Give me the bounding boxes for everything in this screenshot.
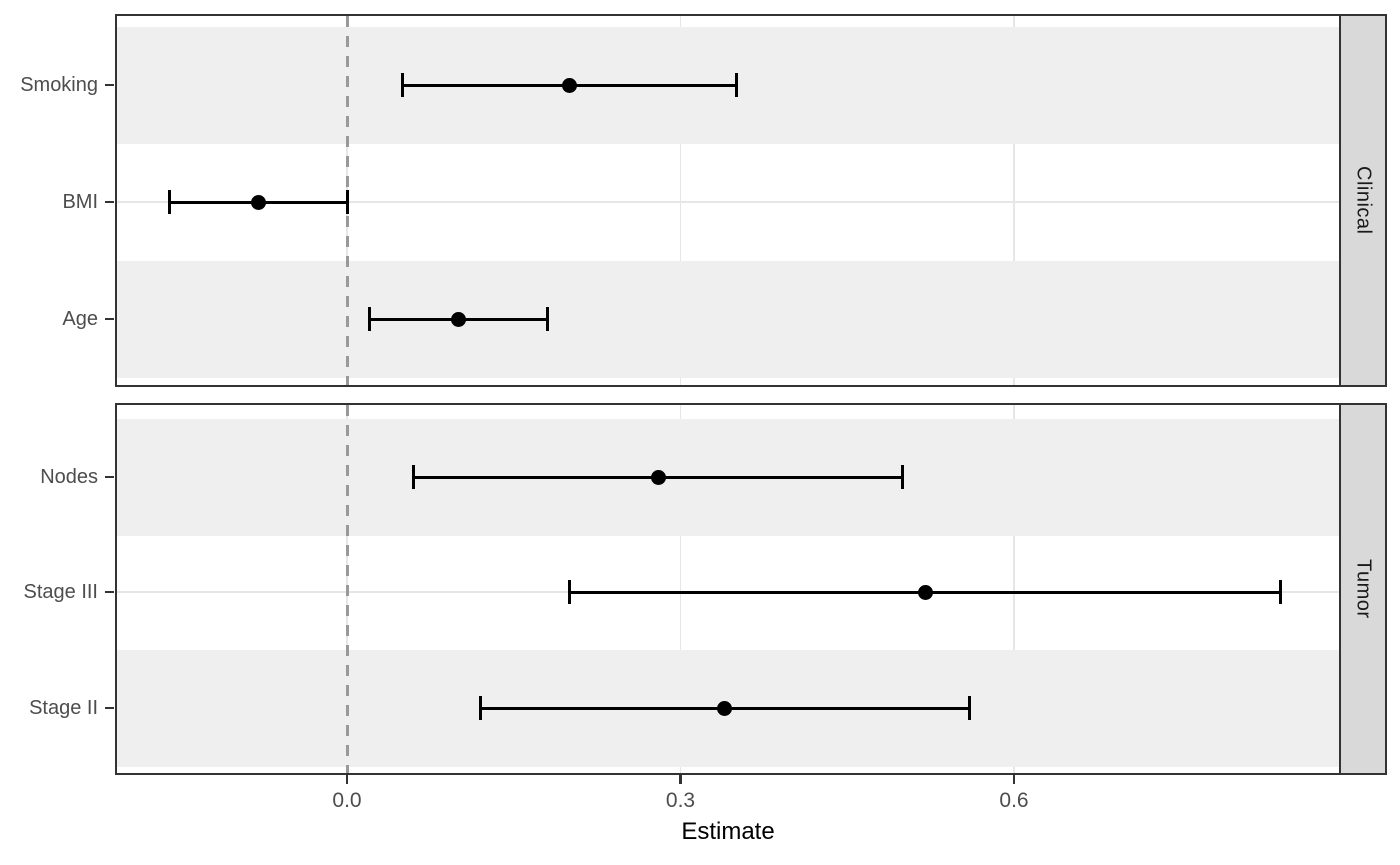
ci-cap-right <box>901 465 905 489</box>
ci-cap-left <box>367 307 371 331</box>
facet-panel-tumor <box>115 403 1341 775</box>
x-tick-label: 0.6 <box>999 789 1029 812</box>
x-tick-label: 0.3 <box>665 789 696 812</box>
gridline-x <box>679 16 682 385</box>
x-tick-label: 0.0 <box>332 789 362 812</box>
ci-cap-left <box>167 190 171 214</box>
ci-cap-left <box>567 580 571 604</box>
x-tick-mark <box>1012 775 1016 784</box>
y-tick-mark <box>105 590 114 594</box>
point-marker <box>917 584 933 600</box>
y-tick-mark <box>105 317 114 321</box>
y-axis-label: Age <box>62 308 98 330</box>
y-tick-mark <box>105 706 114 710</box>
point-marker <box>561 77 577 93</box>
ci-cap-right <box>1279 580 1283 604</box>
ci-cap-left <box>478 696 482 720</box>
y-axis-label: Nodes <box>40 466 98 488</box>
y-axis-label: Stage III <box>23 581 99 603</box>
x-tick-mark <box>345 775 349 784</box>
y-axis-label: Stage II <box>29 697 98 719</box>
facet-strip-label: Clinical <box>1352 166 1375 235</box>
ci-cap-left <box>412 465 416 489</box>
ci-cap-right <box>968 696 972 720</box>
y-tick-mark <box>105 475 114 479</box>
y-axis-label: BMI <box>62 191 98 213</box>
gridline-x <box>679 405 682 773</box>
stripe-band <box>117 260 1339 378</box>
point-marker <box>250 194 266 210</box>
ci-cap-left <box>401 73 405 97</box>
point-marker <box>717 700 733 716</box>
x-axis-title: Estimate <box>681 818 775 845</box>
y-tick-mark <box>105 200 114 204</box>
facet-strip-label: Tumor <box>1352 559 1375 619</box>
facet-panel-clinical <box>115 14 1341 387</box>
y-axis-label: Smoking <box>20 74 98 96</box>
gridline-y <box>117 201 1339 203</box>
point-marker <box>450 311 466 327</box>
facet-strip-clinical: Clinical <box>1341 14 1387 387</box>
point-marker <box>650 469 666 485</box>
y-tick-mark <box>105 83 114 87</box>
ci-cap-right <box>734 73 738 97</box>
gridline-x <box>1013 405 1015 773</box>
gridline-x <box>1013 16 1015 385</box>
ci-cap-right <box>345 190 349 214</box>
facet-strip-tumor: Tumor <box>1341 403 1387 775</box>
zero-reference-line <box>345 405 349 773</box>
ci-cap-right <box>545 307 549 331</box>
x-tick-mark <box>679 775 682 784</box>
